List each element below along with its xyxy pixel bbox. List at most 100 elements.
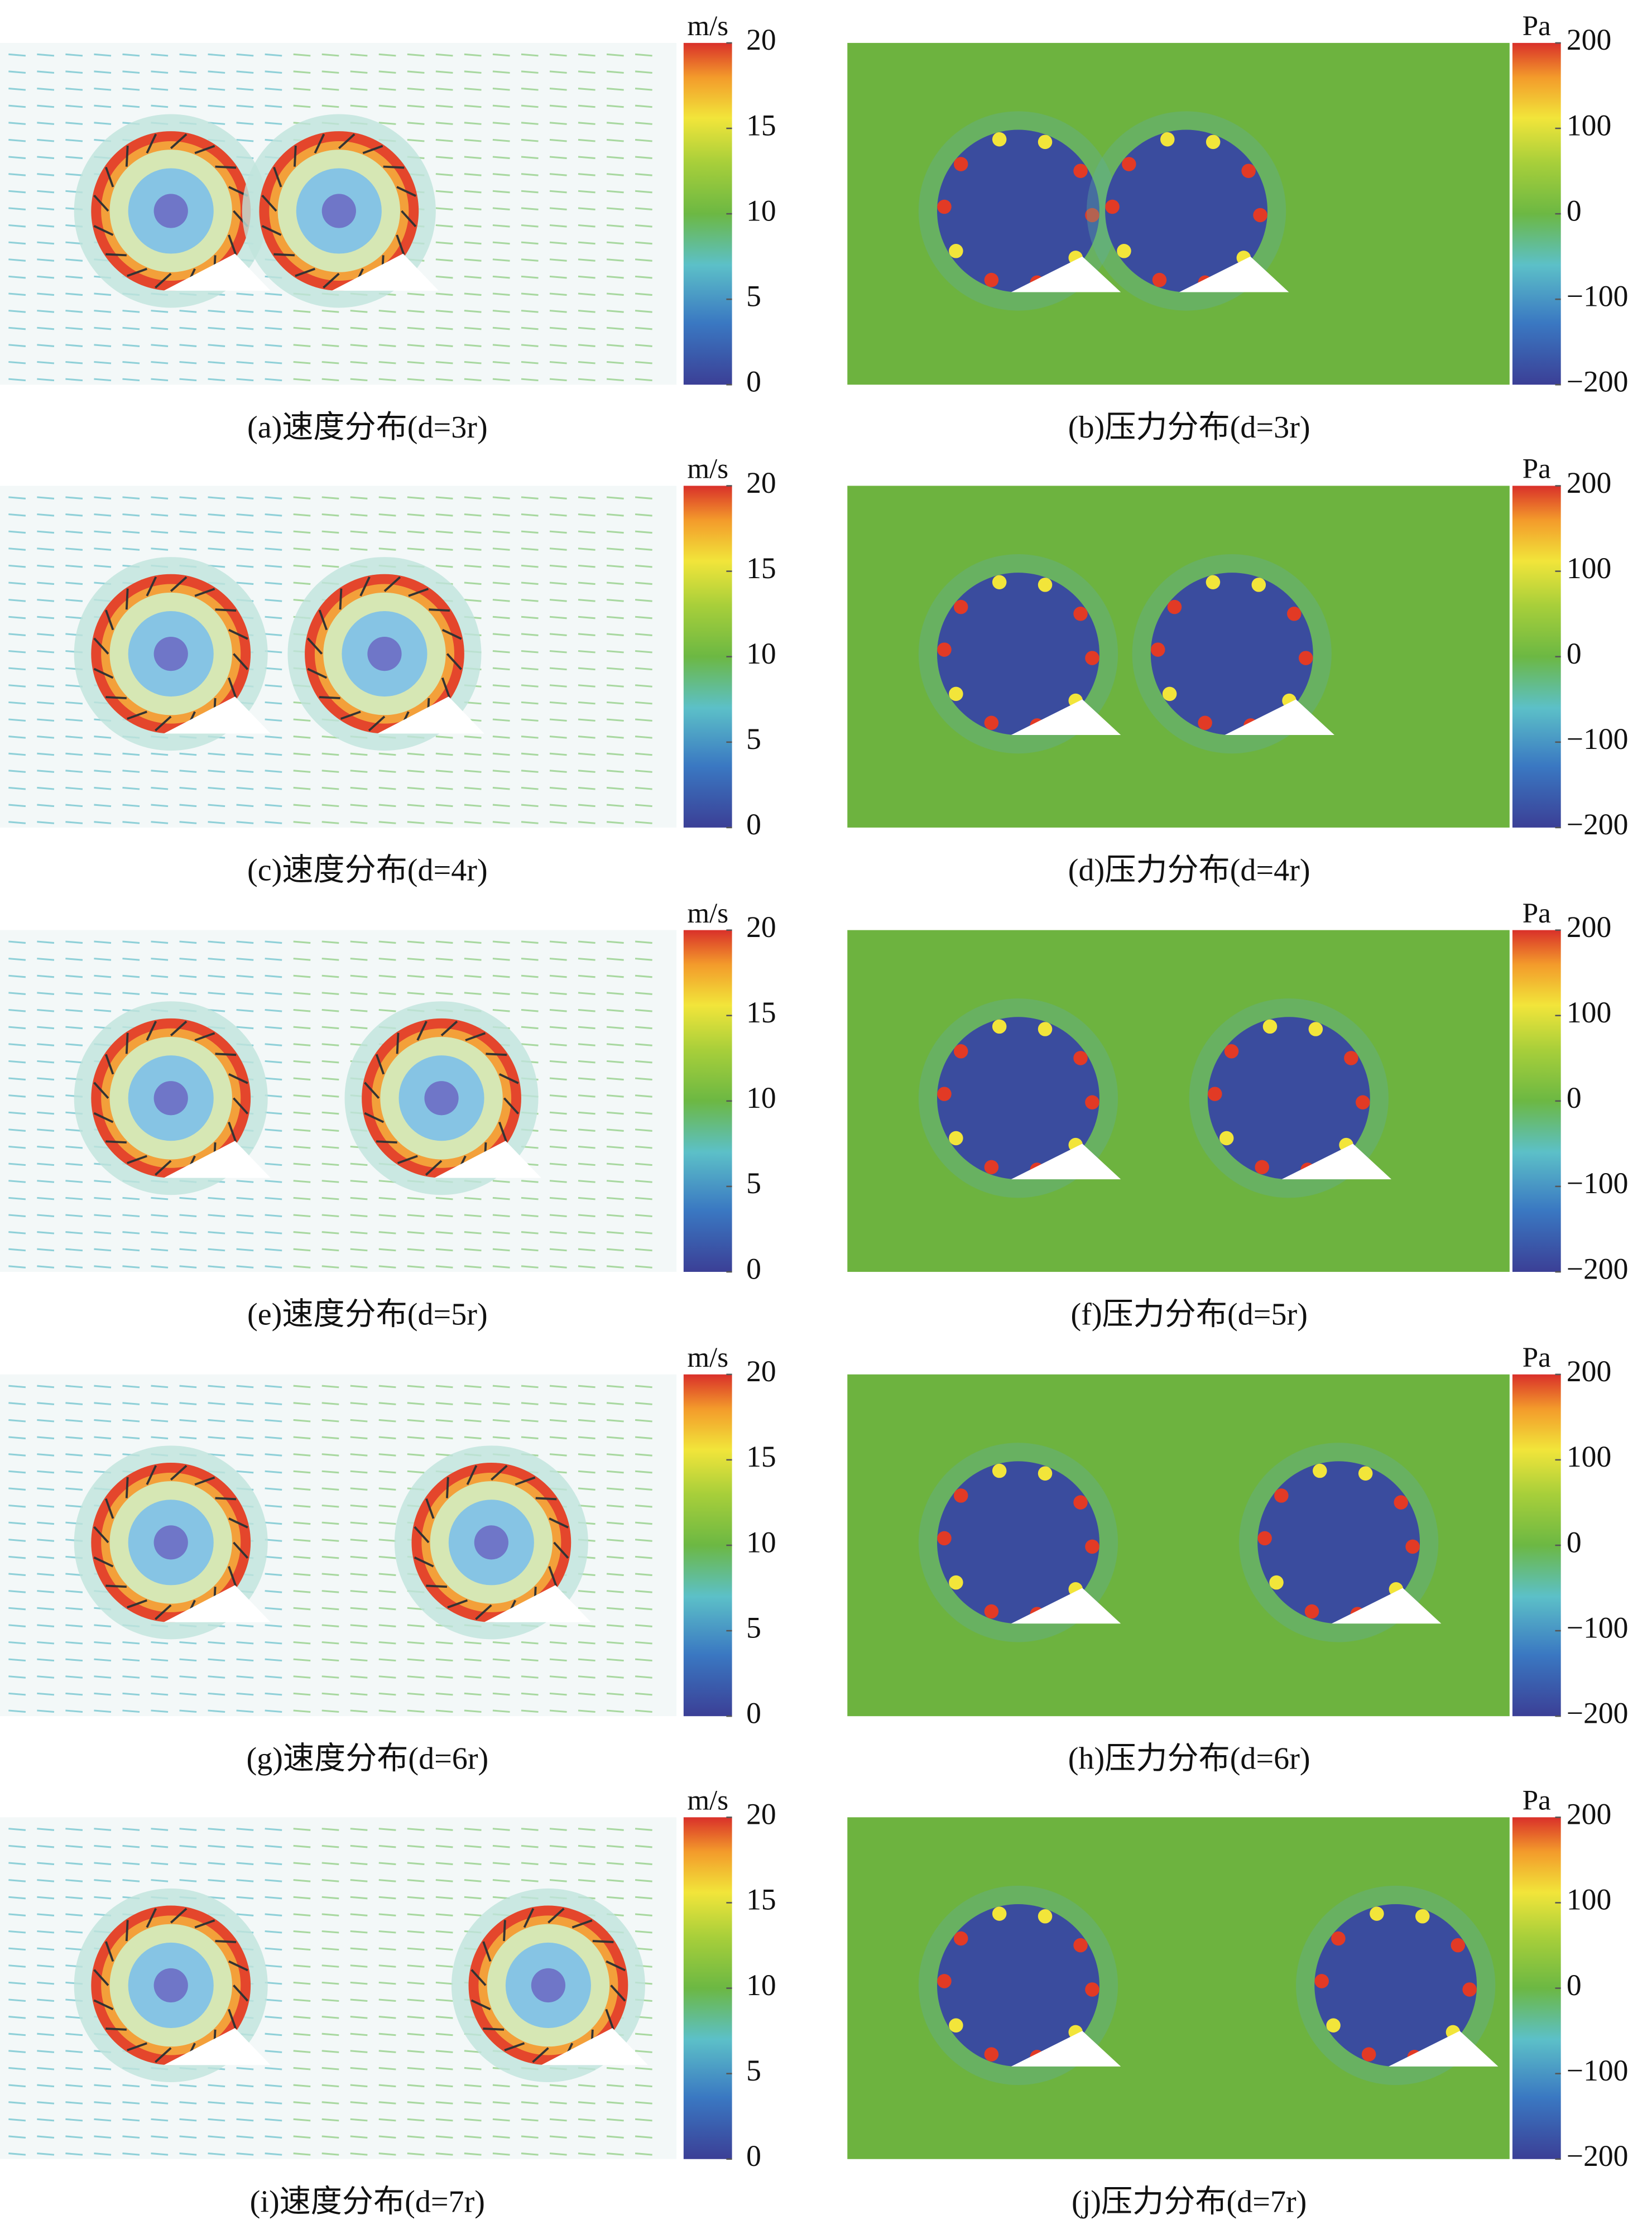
flow-vector — [350, 310, 368, 313]
flow-vector — [435, 190, 453, 194]
blade — [233, 1985, 249, 2002]
flow-vector — [37, 1555, 55, 1559]
flow-vector — [492, 804, 510, 808]
flow-vector — [293, 513, 311, 517]
flow-vector — [378, 1981, 396, 1985]
colorbar — [683, 42, 732, 385]
colorbar-tick-label: 100 — [1567, 551, 1611, 585]
flow-vector — [606, 564, 624, 568]
flow-vector — [492, 1419, 510, 1423]
flow-vector — [378, 2118, 396, 2122]
flow-vector — [293, 344, 311, 347]
flow-vector — [464, 1692, 482, 1696]
flow-vector — [122, 974, 140, 978]
flow-vector — [578, 70, 596, 74]
flow-vector — [8, 1026, 26, 1030]
flow-vector — [578, 974, 596, 978]
flow-vector — [635, 821, 652, 824]
flow-vector — [407, 122, 425, 125]
flow-vector — [464, 258, 482, 262]
flow-vector — [122, 992, 140, 995]
flow-vector — [8, 258, 26, 262]
flow-vector — [94, 2135, 112, 2139]
flow-vector — [549, 547, 567, 551]
flow-vector — [236, 2067, 254, 2070]
flow-vector — [350, 786, 368, 790]
flow-vector — [65, 156, 83, 160]
colorbar-tick-label: 0 — [1567, 1081, 1582, 1114]
flow-vector — [606, 1862, 624, 1866]
blade — [318, 609, 328, 631]
flow-vector — [492, 752, 510, 756]
flow-vector — [321, 2050, 339, 2053]
flow-vector — [293, 1214, 311, 1218]
pressure-spot — [949, 1131, 963, 1146]
flow-vector — [37, 104, 55, 108]
pressure-spot — [1224, 1044, 1239, 1059]
flow-vector — [151, 1658, 169, 1662]
flow-vector — [578, 1624, 596, 1627]
flow-vector — [578, 599, 596, 602]
flow-vector — [65, 1879, 83, 1882]
flow-vector — [464, 1385, 482, 1388]
flow-vector — [492, 633, 510, 636]
blade — [104, 1054, 114, 1075]
blade — [323, 272, 340, 289]
flow-vector — [8, 1539, 26, 1542]
blade — [307, 667, 328, 679]
flow-vector — [606, 547, 624, 551]
flow-vector — [635, 88, 652, 91]
flow-vector — [321, 1844, 339, 1848]
flow-vector — [549, 1828, 567, 1831]
flow-vector — [265, 1624, 282, 1627]
flow-vector — [407, 1197, 425, 1200]
colorbar-unit: Pa — [1523, 898, 1551, 929]
flow-vector — [464, 786, 482, 790]
pressure-spot — [1394, 1495, 1408, 1510]
flow-vector — [606, 958, 624, 961]
blade — [465, 1032, 486, 1041]
flow-vector — [94, 53, 112, 57]
blade — [470, 1969, 487, 1986]
flow-vector — [8, 564, 26, 568]
flow-vector — [635, 275, 652, 279]
flow-vector — [208, 496, 225, 499]
flow-vector — [492, 1265, 510, 1269]
flow-vector — [606, 804, 624, 808]
flow-vector — [521, 70, 539, 74]
flow-vector — [435, 2152, 453, 2156]
flow-vector — [635, 326, 652, 330]
flow-vector — [435, 752, 453, 756]
flow-vector — [578, 821, 596, 824]
flow-vector — [521, 1675, 539, 1679]
blade — [535, 1497, 557, 1501]
flow-vector — [492, 378, 510, 382]
flow-vector — [521, 684, 539, 688]
flow-vector — [122, 361, 140, 364]
flow-vector — [464, 1641, 482, 1645]
flow-vector — [378, 1590, 396, 1593]
flow-vector — [265, 1453, 282, 1457]
flow-vector — [635, 1214, 652, 1218]
flow-vector — [606, 1879, 624, 1882]
flow-vector — [350, 1197, 368, 1200]
flow-vector — [265, 104, 282, 108]
flow-vector — [464, 1879, 482, 1882]
flow-vector — [606, 1265, 624, 1269]
flow-vector — [37, 1197, 55, 1200]
flow-vector — [635, 1008, 652, 1012]
flow-vector — [8, 344, 26, 347]
flow-vector — [293, 1641, 311, 1645]
flow-vector — [122, 804, 140, 808]
blade — [441, 628, 462, 640]
flow-vector — [8, 1879, 26, 1882]
flow-vector — [37, 1675, 55, 1679]
rotor-low — [937, 1904, 1099, 2067]
flow-vector — [208, 1385, 225, 1388]
flow-vector — [236, 1419, 254, 1423]
flow-vector — [492, 496, 510, 499]
flow-vector — [65, 2050, 83, 2053]
flow-vector — [151, 1385, 169, 1388]
flow-vector — [293, 564, 311, 568]
flow-vector — [635, 770, 652, 773]
